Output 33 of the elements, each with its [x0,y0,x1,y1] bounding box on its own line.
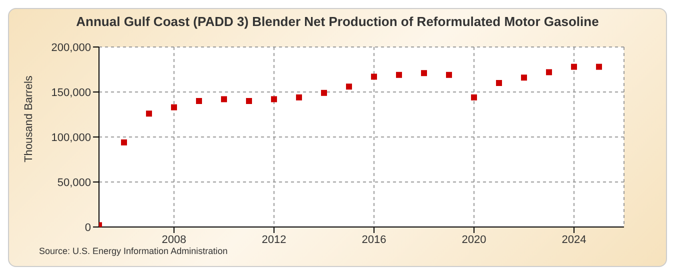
point [221,96,227,102]
y-tick-label: 200,000 [51,42,91,54]
point [296,94,302,100]
y-tick-label: 150,000 [51,86,91,99]
point [471,94,477,100]
point [521,74,527,81]
y-tick-label: 0 [84,222,91,234]
point [321,90,327,96]
point [146,110,152,117]
point [346,84,352,90]
point [371,74,377,80]
point [546,69,552,76]
y-tick-label: 100,000 [51,132,91,144]
x-tick-label: 2020 [462,234,486,246]
point [171,104,177,110]
point [196,98,202,104]
point [246,98,252,104]
point [421,70,427,76]
source-note: Source: U.S. Energy Information Administration [39,246,228,256]
point [446,72,452,78]
point [271,96,277,102]
y-tick-label: 50,000 [57,176,91,189]
x-tick-label: 2012 [262,234,286,246]
point [121,139,127,146]
chart-title: Annual Gulf Coast (PADD 3) Blender Net Production of Reformulated Motor Gasoline [75,14,600,29]
y-axis-title: Thousand Barrels [23,76,35,162]
point [496,80,502,86]
x-tick-label: 2016 [362,234,386,246]
point [571,64,577,70]
point [596,64,602,70]
x-tick-label: 2024 [562,234,586,246]
x-tick-label: 2008 [162,234,186,246]
point [396,72,402,78]
